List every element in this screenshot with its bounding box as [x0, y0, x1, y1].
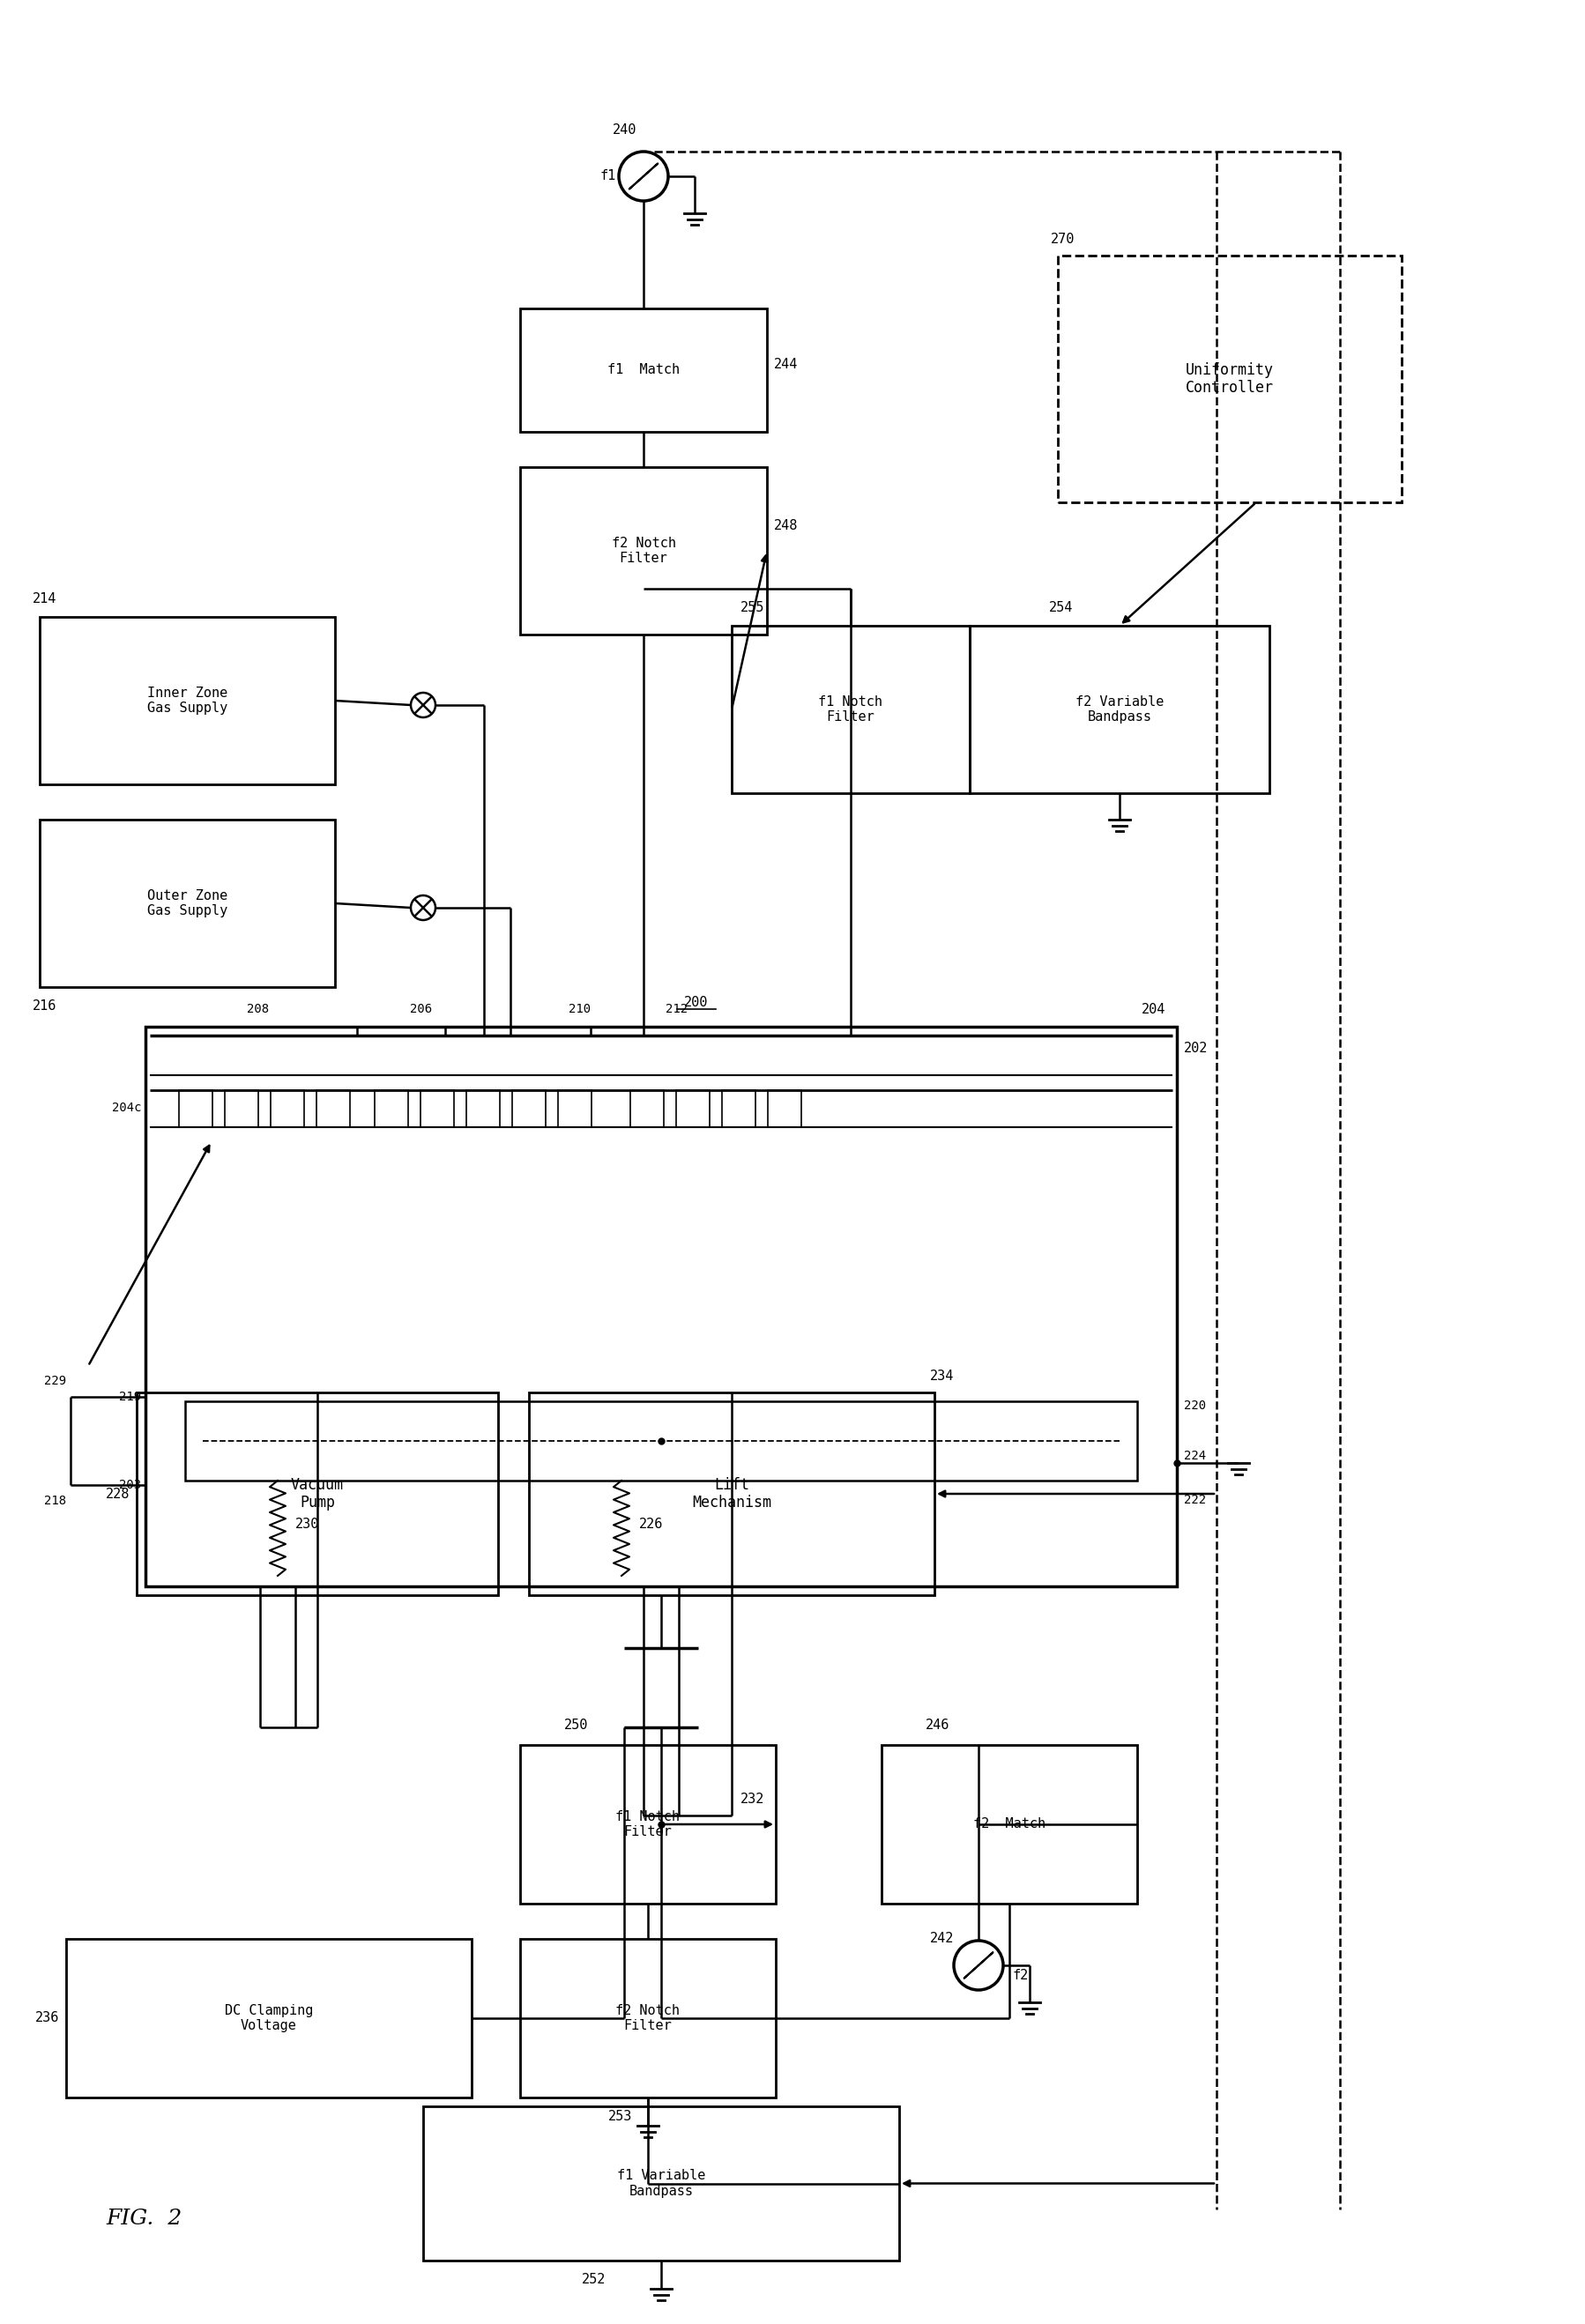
Bar	[67, 1938, 472, 2099]
Text: 204: 204	[1141, 1002, 1165, 1016]
Text: 218: 218	[44, 1494, 67, 1506]
Bar	[179, 1090, 212, 1127]
Text: 229: 229	[44, 1376, 67, 1387]
Text: 246: 246	[926, 1720, 949, 1731]
Text: Lift
Mechanism: Lift Mechanism	[693, 1476, 772, 1511]
Bar	[466, 1090, 499, 1127]
Bar	[317, 1090, 350, 1127]
Text: FIG.  2: FIG. 2	[106, 2208, 182, 2229]
Text: f1: f1	[599, 170, 615, 184]
Bar	[1057, 256, 1401, 502]
Bar	[225, 1090, 258, 1127]
Bar	[558, 1090, 591, 1127]
Text: 219: 219	[119, 1390, 141, 1404]
Text: 230: 230	[295, 1518, 320, 1532]
Bar	[271, 1090, 304, 1127]
Text: Uniformity
Controller: Uniformity Controller	[1186, 363, 1274, 395]
Bar	[146, 1027, 1176, 1587]
Bar	[512, 1090, 545, 1127]
Text: f1  Match: f1 Match	[607, 363, 680, 376]
Bar	[677, 1090, 710, 1127]
Text: f2  Match: f2 Match	[973, 1817, 1046, 1831]
Text: 222: 222	[1184, 1494, 1206, 1506]
Text: 250: 250	[564, 1720, 588, 1731]
Text: 254: 254	[1049, 602, 1073, 616]
Bar	[40, 616, 334, 786]
Bar	[767, 1090, 802, 1127]
Bar	[723, 1090, 756, 1127]
Text: 240: 240	[613, 123, 637, 137]
Bar	[732, 625, 970, 792]
Text: 210: 210	[569, 1004, 591, 1016]
Text: Outer Zone
Gas Supply: Outer Zone Gas Supply	[147, 890, 228, 918]
Text: f1 Notch
Filter: f1 Notch Filter	[615, 1810, 680, 1838]
Text: 206: 206	[411, 1004, 433, 1016]
Text: 212: 212	[666, 1004, 688, 1016]
Bar	[520, 1938, 775, 2099]
Text: Inner Zone
Gas Supply: Inner Zone Gas Supply	[147, 686, 228, 716]
Bar	[631, 1090, 664, 1127]
Bar	[374, 1090, 409, 1127]
Bar	[136, 1392, 498, 1594]
Bar	[520, 1745, 775, 1903]
Text: f2 Variable
Bandpass: f2 Variable Bandpass	[1075, 695, 1163, 723]
Text: 228: 228	[106, 1487, 130, 1501]
Text: f1 Notch
Filter: f1 Notch Filter	[818, 695, 883, 723]
Bar	[423, 2106, 899, 2261]
Text: 224: 224	[1184, 1450, 1206, 1462]
Text: 226: 226	[639, 1518, 663, 1532]
Bar	[970, 625, 1270, 792]
Text: 232: 232	[740, 1794, 764, 1806]
Text: 252: 252	[582, 2273, 605, 2287]
Text: 214: 214	[33, 593, 57, 607]
Bar	[520, 467, 767, 634]
Text: 253: 253	[609, 2110, 632, 2124]
Text: Vacuum
Pump: Vacuum Pump	[292, 1476, 344, 1511]
Text: f2 Notch
Filter: f2 Notch Filter	[612, 537, 675, 565]
Bar	[185, 1401, 1136, 1480]
Text: 204c: 204c	[111, 1102, 141, 1113]
Text: 236: 236	[35, 2013, 59, 2024]
Text: 200: 200	[685, 997, 708, 1009]
Text: 203: 203	[119, 1478, 141, 1492]
Text: 244: 244	[773, 358, 799, 370]
Bar	[520, 309, 767, 432]
Text: f2 Notch
Filter: f2 Notch Filter	[615, 2003, 680, 2034]
Bar	[881, 1745, 1136, 1903]
Text: 242: 242	[930, 1931, 954, 1945]
Text: 255: 255	[740, 602, 764, 616]
Text: 208: 208	[247, 1004, 269, 1016]
Text: 248: 248	[773, 518, 799, 532]
Bar	[420, 1090, 453, 1127]
Text: 216: 216	[33, 999, 57, 1013]
Text: f2: f2	[1011, 1968, 1029, 1982]
Bar	[529, 1392, 935, 1594]
Text: 202: 202	[1184, 1041, 1208, 1055]
Bar	[40, 820, 334, 988]
Text: f1 Variable
Bandpass: f1 Variable Bandpass	[617, 2168, 705, 2199]
Text: DC Clamping
Voltage: DC Clamping Voltage	[225, 2003, 314, 2034]
Text: 234: 234	[930, 1369, 954, 1383]
Text: 220: 220	[1184, 1399, 1206, 1413]
Text: 270: 270	[1051, 232, 1075, 246]
